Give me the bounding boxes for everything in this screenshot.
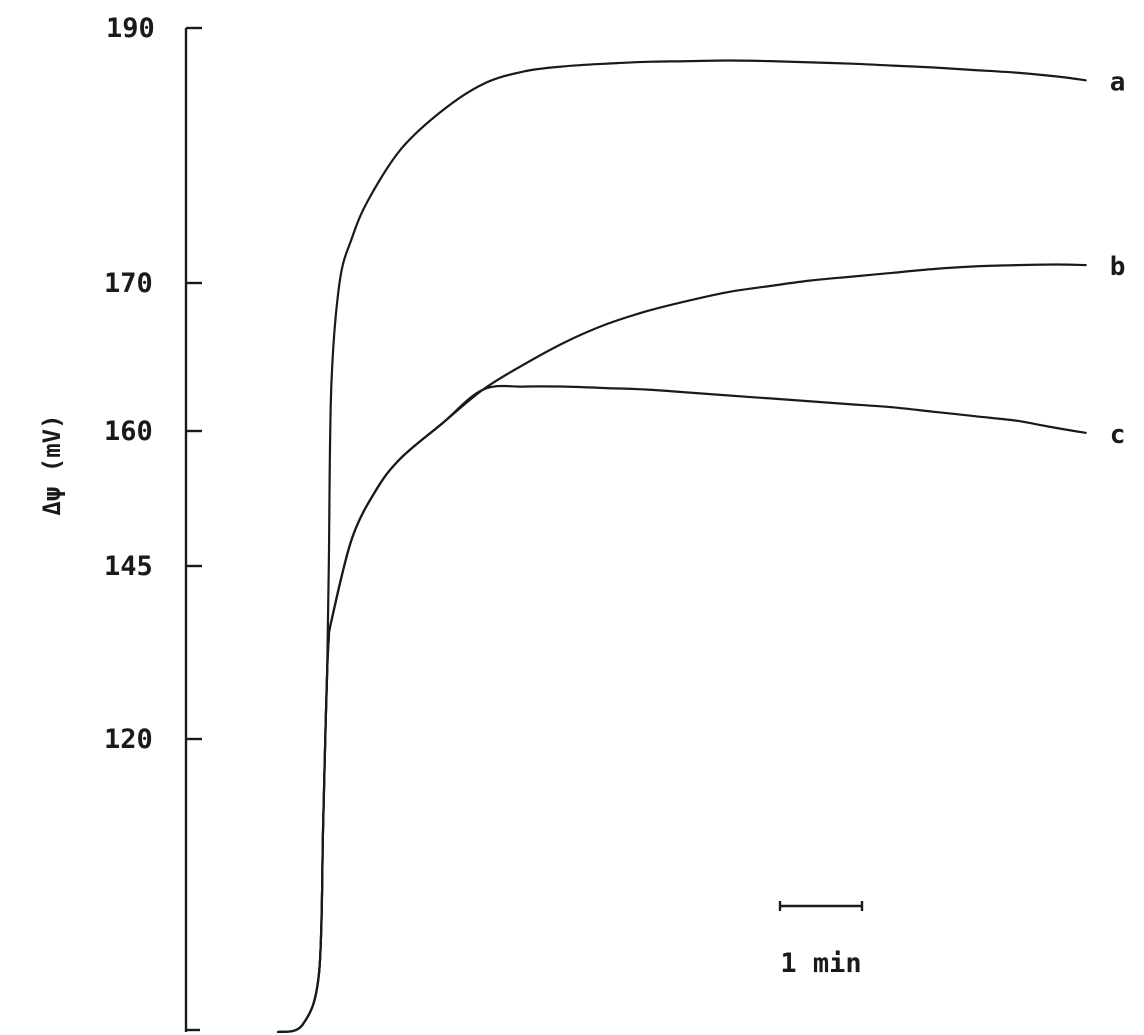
curve-c: [276, 384, 1087, 1034]
y-tick-label-170: 170: [104, 268, 153, 299]
curve-a: [276, 59, 1087, 1034]
curve-label-b: b: [1110, 252, 1126, 282]
curves: [276, 59, 1087, 1034]
y-ticks: 190 170 160 145 120: [104, 13, 202, 1032]
y-tick-label-160: 160: [104, 416, 153, 447]
y-tick-label-190: 190: [106, 13, 155, 44]
curve-label-a: a: [1110, 67, 1126, 97]
y-tick-label-145: 145: [104, 551, 153, 582]
scale-bar-label: 1 min: [780, 948, 861, 979]
y-tick-label-120: 120: [104, 724, 153, 755]
y-axis-label: Δψ (mV): [38, 414, 66, 515]
time-scale-bar: 1 min: [778, 901, 864, 979]
curve-labels: a b c: [1110, 67, 1126, 450]
curve-b: [276, 263, 1087, 1034]
curve-label-c: c: [1110, 420, 1126, 450]
